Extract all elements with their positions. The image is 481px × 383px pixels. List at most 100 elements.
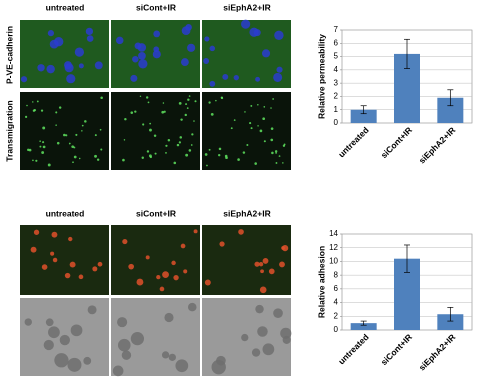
micrograph-feature [165, 152, 167, 154]
micrograph-feature [33, 229, 40, 235]
micrograph-feature [58, 106, 62, 109]
micrograph-feature [138, 52, 146, 60]
micrograph-feature [55, 111, 58, 114]
micrograph-feature [262, 343, 275, 356]
micrograph-feature [71, 145, 75, 149]
column-label: siEphA2+IR [223, 208, 270, 218]
y-tick-label: 4 [334, 298, 339, 307]
y-tick-label: 10 [329, 257, 338, 266]
y-axis-label: Relative permeability [316, 34, 326, 119]
micrograph-feature [257, 125, 259, 127]
micrograph-feature [141, 156, 144, 160]
micrograph-feature [271, 151, 274, 155]
column-label: untreated [46, 208, 85, 218]
micrograph-feature [149, 122, 152, 125]
micrograph-feature [206, 164, 208, 167]
micrograph-feature [24, 318, 32, 326]
micrograph-feature [204, 279, 211, 286]
micrograph-feature [270, 138, 274, 142]
micrograph-feature [36, 100, 39, 103]
micrograph-feature [163, 110, 166, 113]
micrograph-feature [251, 348, 261, 357]
micrograph-feature [117, 338, 131, 352]
micrograph-feature [96, 158, 100, 161]
micrograph-feature [132, 55, 139, 63]
micrograph-feature [37, 64, 45, 72]
micrograph-feature [262, 258, 269, 264]
micrograph-feature [173, 161, 177, 165]
micrograph-feature [165, 144, 168, 147]
micrograph-feature [47, 163, 51, 167]
y-tick-label: 0 [334, 118, 339, 127]
y-tick-label: 6 [334, 284, 339, 293]
micrograph-feature [274, 150, 278, 153]
micrograph-feature [191, 133, 194, 136]
micrograph-feature [78, 274, 84, 280]
micrograph-feature [154, 152, 157, 155]
micrograph-feature [149, 155, 153, 159]
micrograph-feature [255, 304, 264, 314]
micrograph-feature [181, 26, 191, 36]
micrograph-feature [241, 333, 249, 342]
micrograph-feature [152, 50, 161, 59]
micrograph-feature [188, 149, 192, 152]
micrograph-feature [209, 80, 216, 87]
micrograph-feature [122, 158, 125, 162]
micrograph-feature [276, 66, 283, 73]
row-label: Transmigration [4, 100, 14, 161]
micrograph-feature [24, 115, 28, 119]
micrograph-feature [122, 238, 128, 245]
micrograph-feature [179, 136, 183, 139]
bar [350, 109, 377, 123]
micrograph-feature [190, 144, 193, 146]
micrograph-feature [81, 124, 84, 127]
y-tick-label: 8 [334, 270, 339, 279]
micrograph-feature [178, 141, 182, 144]
micrograph-feature [275, 162, 278, 164]
micrograph-feature [273, 308, 283, 319]
micrograph-feature [130, 332, 145, 346]
micrograph-feature [45, 318, 54, 327]
micrograph-feature [282, 335, 291, 344]
micrograph-feature [153, 134, 157, 137]
micrograph-feature [262, 117, 266, 121]
micrograph-feature [204, 153, 208, 156]
micrograph-feature [130, 111, 134, 114]
micrograph-feature [259, 129, 263, 133]
x-tick-label: siEphA2+IR [417, 125, 458, 166]
micrograph-feature [268, 268, 275, 275]
micrograph-feature [237, 158, 240, 161]
y-axis-label: Relative adhesion [316, 246, 326, 318]
micrograph-feature [209, 45, 216, 52]
micrograph-feature [168, 353, 176, 361]
micrograph-feature [116, 36, 124, 45]
micrograph-feature [117, 317, 128, 328]
micrograph-feature [63, 133, 66, 137]
micrograph-feature [47, 30, 55, 37]
micrograph-feature [159, 286, 165, 292]
micrograph-feature [65, 134, 68, 137]
bar [350, 323, 377, 330]
micrograph-feature [68, 142, 71, 145]
micrograph-feature [270, 107, 272, 109]
micrograph-feature [67, 357, 82, 372]
micrograph-feature [194, 100, 197, 103]
micrograph-feature [66, 74, 76, 84]
micrograph-feature [68, 236, 73, 242]
y-tick-label: 6 [334, 38, 339, 47]
micrograph-feature [32, 109, 36, 112]
column-label: siEphA2+IR [223, 2, 270, 12]
column-label: siCont+IR [136, 208, 176, 218]
micrograph-feature [238, 229, 244, 235]
micrograph-feature [273, 72, 283, 82]
micrograph-feature [258, 261, 264, 267]
micrograph-feature [124, 117, 127, 121]
micrograph [20, 20, 109, 88]
micrograph-feature [173, 274, 179, 281]
micrograph-feature [32, 159, 34, 162]
micrograph-feature [86, 35, 94, 42]
micrograph-feature [136, 278, 144, 286]
micrograph-feature [193, 229, 198, 234]
micrograph-feature [54, 37, 64, 47]
